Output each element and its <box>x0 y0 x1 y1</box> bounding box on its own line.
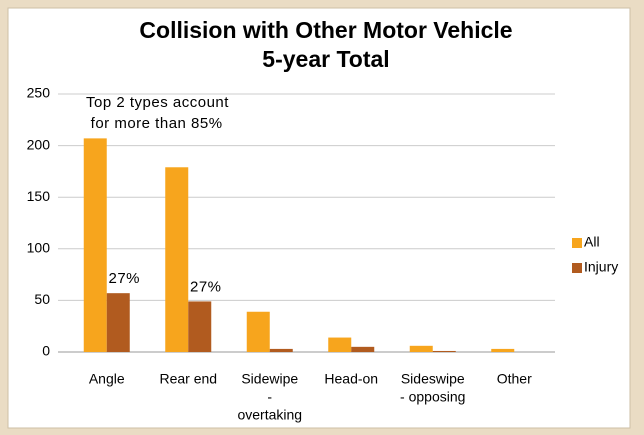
x-tick-label: Sideswipe <box>401 371 465 387</box>
bar <box>83 138 107 352</box>
x-tick-label: Rear end <box>159 371 217 387</box>
bar <box>165 167 189 352</box>
chart-title: 5-year Total <box>262 46 389 72</box>
bar <box>269 348 293 352</box>
bar <box>432 350 456 352</box>
y-tick-label: 100 <box>27 240 51 256</box>
bar <box>246 311 270 352</box>
chart-title: Collision with Other Motor Vehicle <box>139 17 512 43</box>
legend-swatch <box>572 238 582 248</box>
y-tick-label: 150 <box>27 188 51 204</box>
bar <box>106 293 130 352</box>
x-tick-label: overtaking <box>237 407 302 423</box>
bar <box>409 345 433 352</box>
x-tick-label: - opposing <box>400 389 465 405</box>
legend-label: Injury <box>584 259 618 275</box>
x-tick-label: - <box>267 389 272 405</box>
x-tick-label: Head-on <box>324 371 378 387</box>
y-tick-label: 0 <box>42 343 50 359</box>
x-tick-label: Angle <box>89 371 125 387</box>
legend-swatch <box>572 263 582 273</box>
y-tick-label: 50 <box>34 291 50 307</box>
legend-label: All <box>584 234 600 250</box>
y-tick-label: 250 <box>27 85 51 101</box>
x-tick-label: Other <box>497 371 532 387</box>
bar <box>188 301 212 352</box>
bar <box>328 337 352 352</box>
data-label: 27% <box>108 270 140 287</box>
data-label: 27% <box>190 278 222 295</box>
bar <box>351 346 375 352</box>
y-tick-label: 200 <box>27 136 51 152</box>
annotation: Top 2 types account <box>86 94 229 111</box>
bar <box>491 348 515 352</box>
x-tick-label: Sidewipe <box>241 371 298 387</box>
chart-area <box>7 7 631 429</box>
annotation: for more than 85% <box>86 115 223 132</box>
